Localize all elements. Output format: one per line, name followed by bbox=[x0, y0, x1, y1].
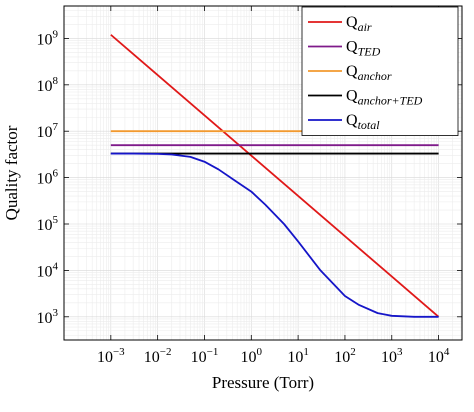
y-tick-label: 106 bbox=[37, 168, 59, 188]
series-line-air bbox=[110, 34, 440, 318]
x-tick-label: 101 bbox=[287, 346, 309, 366]
series-lines bbox=[110, 34, 440, 318]
y-tick-label: 107 bbox=[37, 121, 59, 141]
x-tick-label: 10−1 bbox=[191, 346, 219, 366]
x-tick-label: 104 bbox=[428, 346, 450, 366]
y-tick-label: 105 bbox=[37, 214, 59, 234]
x-tick-label: 10−2 bbox=[144, 346, 172, 366]
legend-entry: Qanchor+TED bbox=[346, 88, 423, 108]
legend: Qair QTED Qanchor Qanchor+TED Qtotal bbox=[301, 6, 459, 136]
x-axis-label: Pressure (Torr) bbox=[212, 373, 314, 392]
series-line-total bbox=[110, 152, 439, 318]
legend-entry: Qair bbox=[346, 14, 372, 34]
y-tick-label: 109 bbox=[37, 28, 59, 48]
x-tick-label: 10−3 bbox=[97, 346, 125, 366]
y-tick-label: 104 bbox=[37, 260, 59, 280]
y-tick-label: 103 bbox=[37, 307, 59, 327]
y-tick-label: 108 bbox=[37, 75, 59, 95]
legend-entry: Qanchor bbox=[346, 63, 392, 83]
legend-entry: QTED bbox=[346, 39, 381, 59]
x-tick-label: 103 bbox=[381, 346, 403, 366]
legend-entry: Qtotal bbox=[346, 112, 380, 132]
axis-ticks: 10−3 10−2 10−1 100 101 102 103 104 103 104 105 106 1… bbox=[37, 6, 462, 366]
x-tick-label: 100 bbox=[241, 346, 263, 366]
y-axis-label: Quality factor bbox=[2, 125, 21, 220]
plot-frame bbox=[63, 5, 463, 341]
x-tick-label: 102 bbox=[334, 346, 356, 366]
